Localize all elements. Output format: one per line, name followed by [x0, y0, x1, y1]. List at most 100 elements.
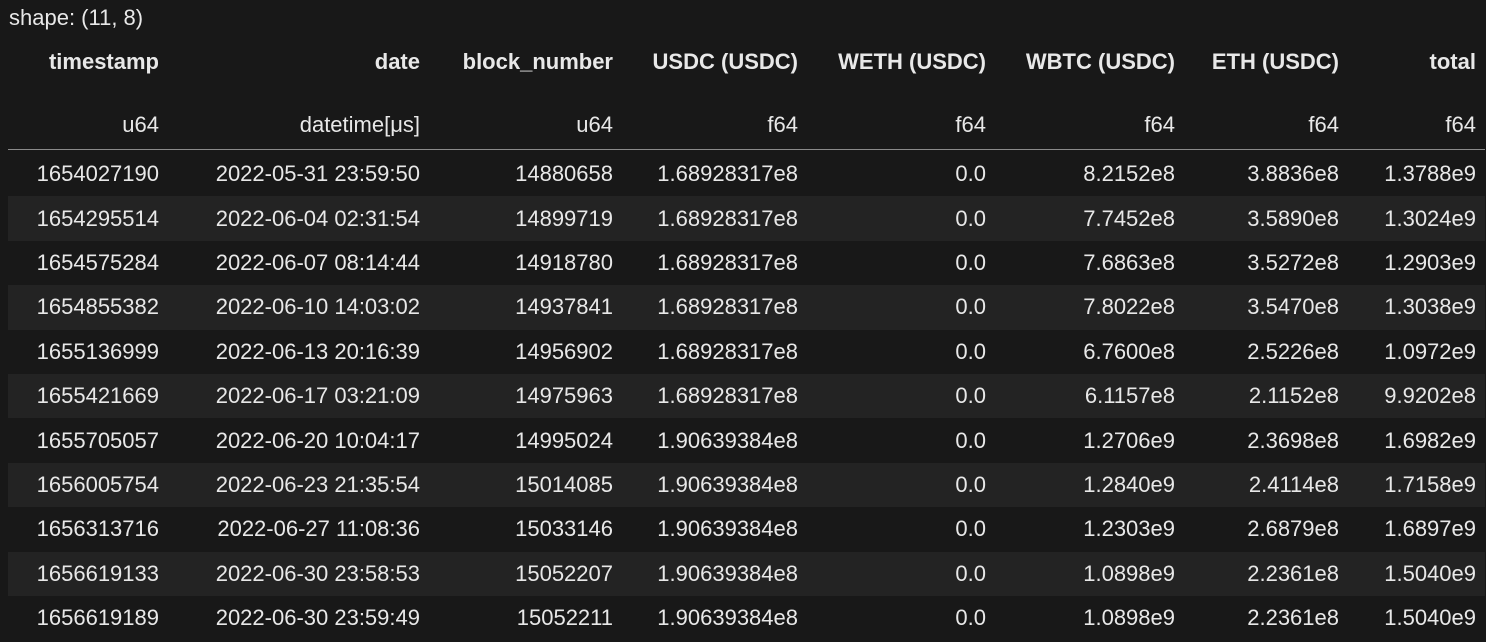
column-header-date: date — [374, 49, 420, 74]
table-row: 1654855382 2022-06-10 14:03:02 14937841 1.6… — [8, 285, 1485, 330]
cell-total: 1.7158e9 — [1348, 462, 1485, 508]
column-dtype-weth: f64 — [807, 84, 995, 150]
cell-wbtc: 1.0898e9 — [1083, 605, 1175, 631]
cell-eth: 2.2361e8 — [1184, 551, 1348, 596]
cell-wbtc: 1.2303e9 — [1083, 516, 1175, 542]
cell-block-number: 14918780 — [515, 249, 613, 275]
cell-block-number: 14975963 — [429, 373, 622, 419]
cell-timestamp: 1654855382 — [8, 285, 168, 330]
cell-timestamp: 1656619189 — [36, 605, 159, 631]
cell-total: 1.5040e9 — [1348, 551, 1485, 596]
cell-eth: 3.5890e8 — [1184, 196, 1348, 241]
cell-total: 1.3024e9 — [1348, 196, 1485, 241]
cell-usdc: 1.90639384e8 — [657, 605, 798, 631]
column-dtype-usdc: f64 — [622, 84, 807, 150]
column-dtype-timestamp: u64 — [8, 84, 168, 150]
cell-eth: 3.5272e8 — [1247, 249, 1339, 275]
table-header: timestamp date block_number USDC (USDC) … — [8, 40, 1485, 150]
cell-total: 1.5040e9 — [1384, 605, 1476, 631]
cell-block-number: 14995024 — [515, 427, 613, 453]
cell-date: 2022-06-27 11:08:36 — [217, 516, 420, 542]
dataframe-shape: shape: (11, 8) — [9, 5, 144, 30]
column-dtype-eth: f64 — [1184, 84, 1348, 150]
cell-usdc: 1.68928317e8 — [622, 196, 807, 241]
cell-usdc: 1.68928317e8 — [622, 373, 807, 419]
cell-usdc: 1.90639384e8 — [622, 551, 807, 596]
cell-weth: 0.0 — [955, 249, 986, 275]
cell-eth: 2.3698e8 — [1247, 427, 1339, 453]
cell-usdc: 1.68928317e8 — [657, 338, 798, 364]
cell-usdc: 1.90639384e8 — [622, 462, 807, 508]
cell-weth: 0.0 — [955, 338, 986, 364]
cell-weth: 0.0 — [955, 605, 986, 631]
cell-timestamp: 1656313716 — [36, 516, 159, 542]
cell-usdc: 1.68928317e8 — [657, 249, 798, 275]
table-row: 1655136999 2022-06-13 20:16:39 14956902 1.6… — [8, 330, 1485, 374]
cell-timestamp: 1655705057 — [36, 427, 159, 453]
cell-wbtc: 8.2152e8 — [1083, 161, 1175, 187]
cell-total: 1.6982e9 — [1384, 427, 1476, 453]
cell-block-number: 14937841 — [429, 285, 622, 330]
cell-date: 2022-06-20 10:04:17 — [215, 427, 420, 453]
cell-date: 2022-06-30 23:59:49 — [215, 605, 420, 631]
cell-eth: 2.1152e8 — [1184, 373, 1348, 419]
cell-block-number: 14880658 — [515, 161, 613, 187]
table-row: 1655705057 2022-06-20 10:04:17 14995024 1.9… — [8, 418, 1485, 462]
cell-date: 2022-06-17 03:21:09 — [168, 373, 429, 419]
cell-block-number: 14956902 — [515, 338, 613, 364]
table-body: 1654027190 2022-05-31 23:59:50 14880658 1.6… — [8, 150, 1485, 641]
cell-total: 1.6897e9 — [1384, 516, 1476, 542]
cell-timestamp: 1654575284 — [36, 249, 159, 275]
cell-wbtc: 7.7452e8 — [995, 196, 1184, 241]
cell-total: 1.0972e9 — [1384, 338, 1476, 364]
cell-eth: 3.8836e8 — [1247, 161, 1339, 187]
cell-eth: 2.4114e8 — [1184, 462, 1348, 508]
column-dtype-block-number: u64 — [429, 84, 622, 150]
column-names-row: timestamp date block_number USDC (USDC) … — [8, 40, 1485, 84]
cell-wbtc: 6.1157e8 — [995, 373, 1184, 419]
table-row: 1656619133 2022-06-30 23:58:53 15052207 1.9… — [8, 551, 1485, 596]
cell-date: 2022-05-31 23:59:50 — [215, 161, 420, 187]
column-header-eth: ETH (USDC) — [1211, 49, 1339, 74]
cell-timestamp: 1656005754 — [8, 462, 168, 508]
cell-weth: 0.0 — [955, 427, 986, 453]
cell-block-number: 14899719 — [429, 196, 622, 241]
column-dtypes-row: u64 datetime[μs] u64 f64 f64 f64 f64 f64 — [8, 84, 1485, 150]
cell-eth: 2.5226e8 — [1247, 338, 1339, 364]
column-dtype-date: datetime[μs] — [168, 84, 429, 150]
cell-weth: 0.0 — [807, 462, 995, 508]
cell-block-number: 15014085 — [429, 462, 622, 508]
column-header-usdc: USDC (USDC) — [652, 49, 798, 74]
cell-usdc: 1.68928317e8 — [622, 285, 807, 330]
cell-total: 1.2903e9 — [1384, 249, 1476, 275]
column-header-wbtc: WBTC (USDC) — [1025, 49, 1175, 74]
column-dtype-wbtc: f64 — [995, 84, 1184, 150]
cell-date: 2022-06-07 08:14:44 — [215, 249, 420, 275]
cell-date: 2022-06-13 20:16:39 — [215, 338, 420, 364]
cell-weth: 0.0 — [807, 551, 995, 596]
cell-date: 2022-06-23 21:35:54 — [168, 462, 429, 508]
dataframe-table: timestamp date block_number USDC (USDC) … — [8, 40, 1485, 640]
cell-weth: 0.0 — [955, 161, 986, 187]
column-dtype-total: f64 — [1348, 84, 1485, 150]
cell-date: 2022-06-04 02:31:54 — [168, 196, 429, 241]
cell-timestamp: 1655421669 — [8, 373, 168, 419]
cell-total: 9.9202e8 — [1348, 373, 1485, 419]
column-header-timestamp: timestamp — [48, 49, 159, 74]
cell-weth: 0.0 — [807, 196, 995, 241]
cell-weth: 0.0 — [955, 516, 986, 542]
table-row: 1656619189 2022-06-30 23:59:49 15052211 1.9… — [8, 596, 1485, 640]
table-row: 1654027190 2022-05-31 23:59:50 14880658 1.6… — [8, 150, 1485, 197]
cell-total: 1.3788e9 — [1384, 161, 1476, 187]
cell-usdc: 1.68928317e8 — [657, 161, 798, 187]
cell-eth: 2.2361e8 — [1247, 605, 1339, 631]
cell-date: 2022-06-10 14:03:02 — [168, 285, 429, 330]
cell-timestamp: 1654295514 — [8, 196, 168, 241]
cell-timestamp: 1656619133 — [8, 551, 168, 596]
cell-weth: 0.0 — [807, 373, 995, 419]
cell-wbtc: 1.0898e9 — [995, 551, 1184, 596]
cell-wbtc: 6.7600e8 — [1083, 338, 1175, 364]
cell-wbtc: 1.2706e9 — [1083, 427, 1175, 453]
cell-total: 1.3038e9 — [1348, 285, 1485, 330]
cell-block-number: 15052207 — [429, 551, 622, 596]
